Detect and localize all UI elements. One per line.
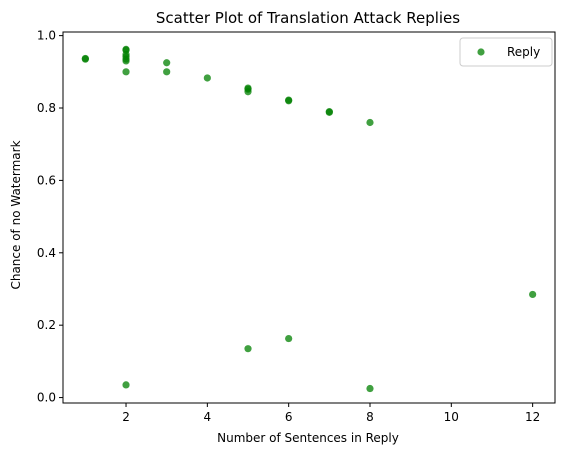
legend-marker bbox=[477, 48, 485, 56]
chart-title: Scatter Plot of Translation Attack Repli… bbox=[156, 9, 460, 27]
data-point bbox=[122, 68, 130, 76]
y-tick-label: 0.4 bbox=[37, 246, 56, 260]
y-tick-label: 1.0 bbox=[37, 29, 56, 43]
y-tick-label: 0.8 bbox=[37, 101, 56, 115]
data-point bbox=[325, 108, 333, 116]
legend: Reply bbox=[459, 37, 553, 67]
y-axis-label: Chance of no Watermark bbox=[9, 140, 23, 289]
x-tick-label: 12 bbox=[525, 410, 540, 424]
x-tick-label: 10 bbox=[444, 410, 459, 424]
y-tick-label: 0.6 bbox=[37, 173, 56, 187]
x-tick-label: 4 bbox=[204, 410, 212, 424]
data-point bbox=[163, 59, 171, 67]
x-tick-label: 6 bbox=[285, 410, 293, 424]
data-point bbox=[122, 381, 130, 389]
data-points bbox=[81, 45, 537, 393]
x-axis-label: Number of Sentences in Reply bbox=[217, 431, 399, 445]
data-point bbox=[366, 384, 374, 393]
data-point bbox=[285, 334, 293, 343]
y-tick-label: 0.0 bbox=[37, 391, 56, 405]
data-point bbox=[529, 290, 537, 299]
y-axis-ticks: 0.0 0.2 0.4 0.6 0.8 1.0 bbox=[37, 29, 63, 405]
data-point bbox=[244, 88, 252, 96]
data-point bbox=[203, 74, 211, 82]
data-point bbox=[81, 54, 89, 63]
plot-frame bbox=[62, 31, 556, 404]
legend-entry-reply: Reply bbox=[507, 45, 540, 59]
y-tick-label: 0.2 bbox=[37, 318, 56, 332]
x-tick-label: 2 bbox=[122, 410, 130, 424]
x-axis-ticks: 2 4 6 8 10 12 bbox=[122, 403, 540, 424]
legend-box bbox=[459, 37, 553, 67]
x-tick-label: 8 bbox=[366, 410, 374, 424]
data-point bbox=[244, 345, 252, 353]
data-point bbox=[163, 68, 171, 76]
data-point bbox=[285, 97, 293, 105]
data-point bbox=[366, 118, 374, 127]
data-point bbox=[122, 57, 130, 65]
